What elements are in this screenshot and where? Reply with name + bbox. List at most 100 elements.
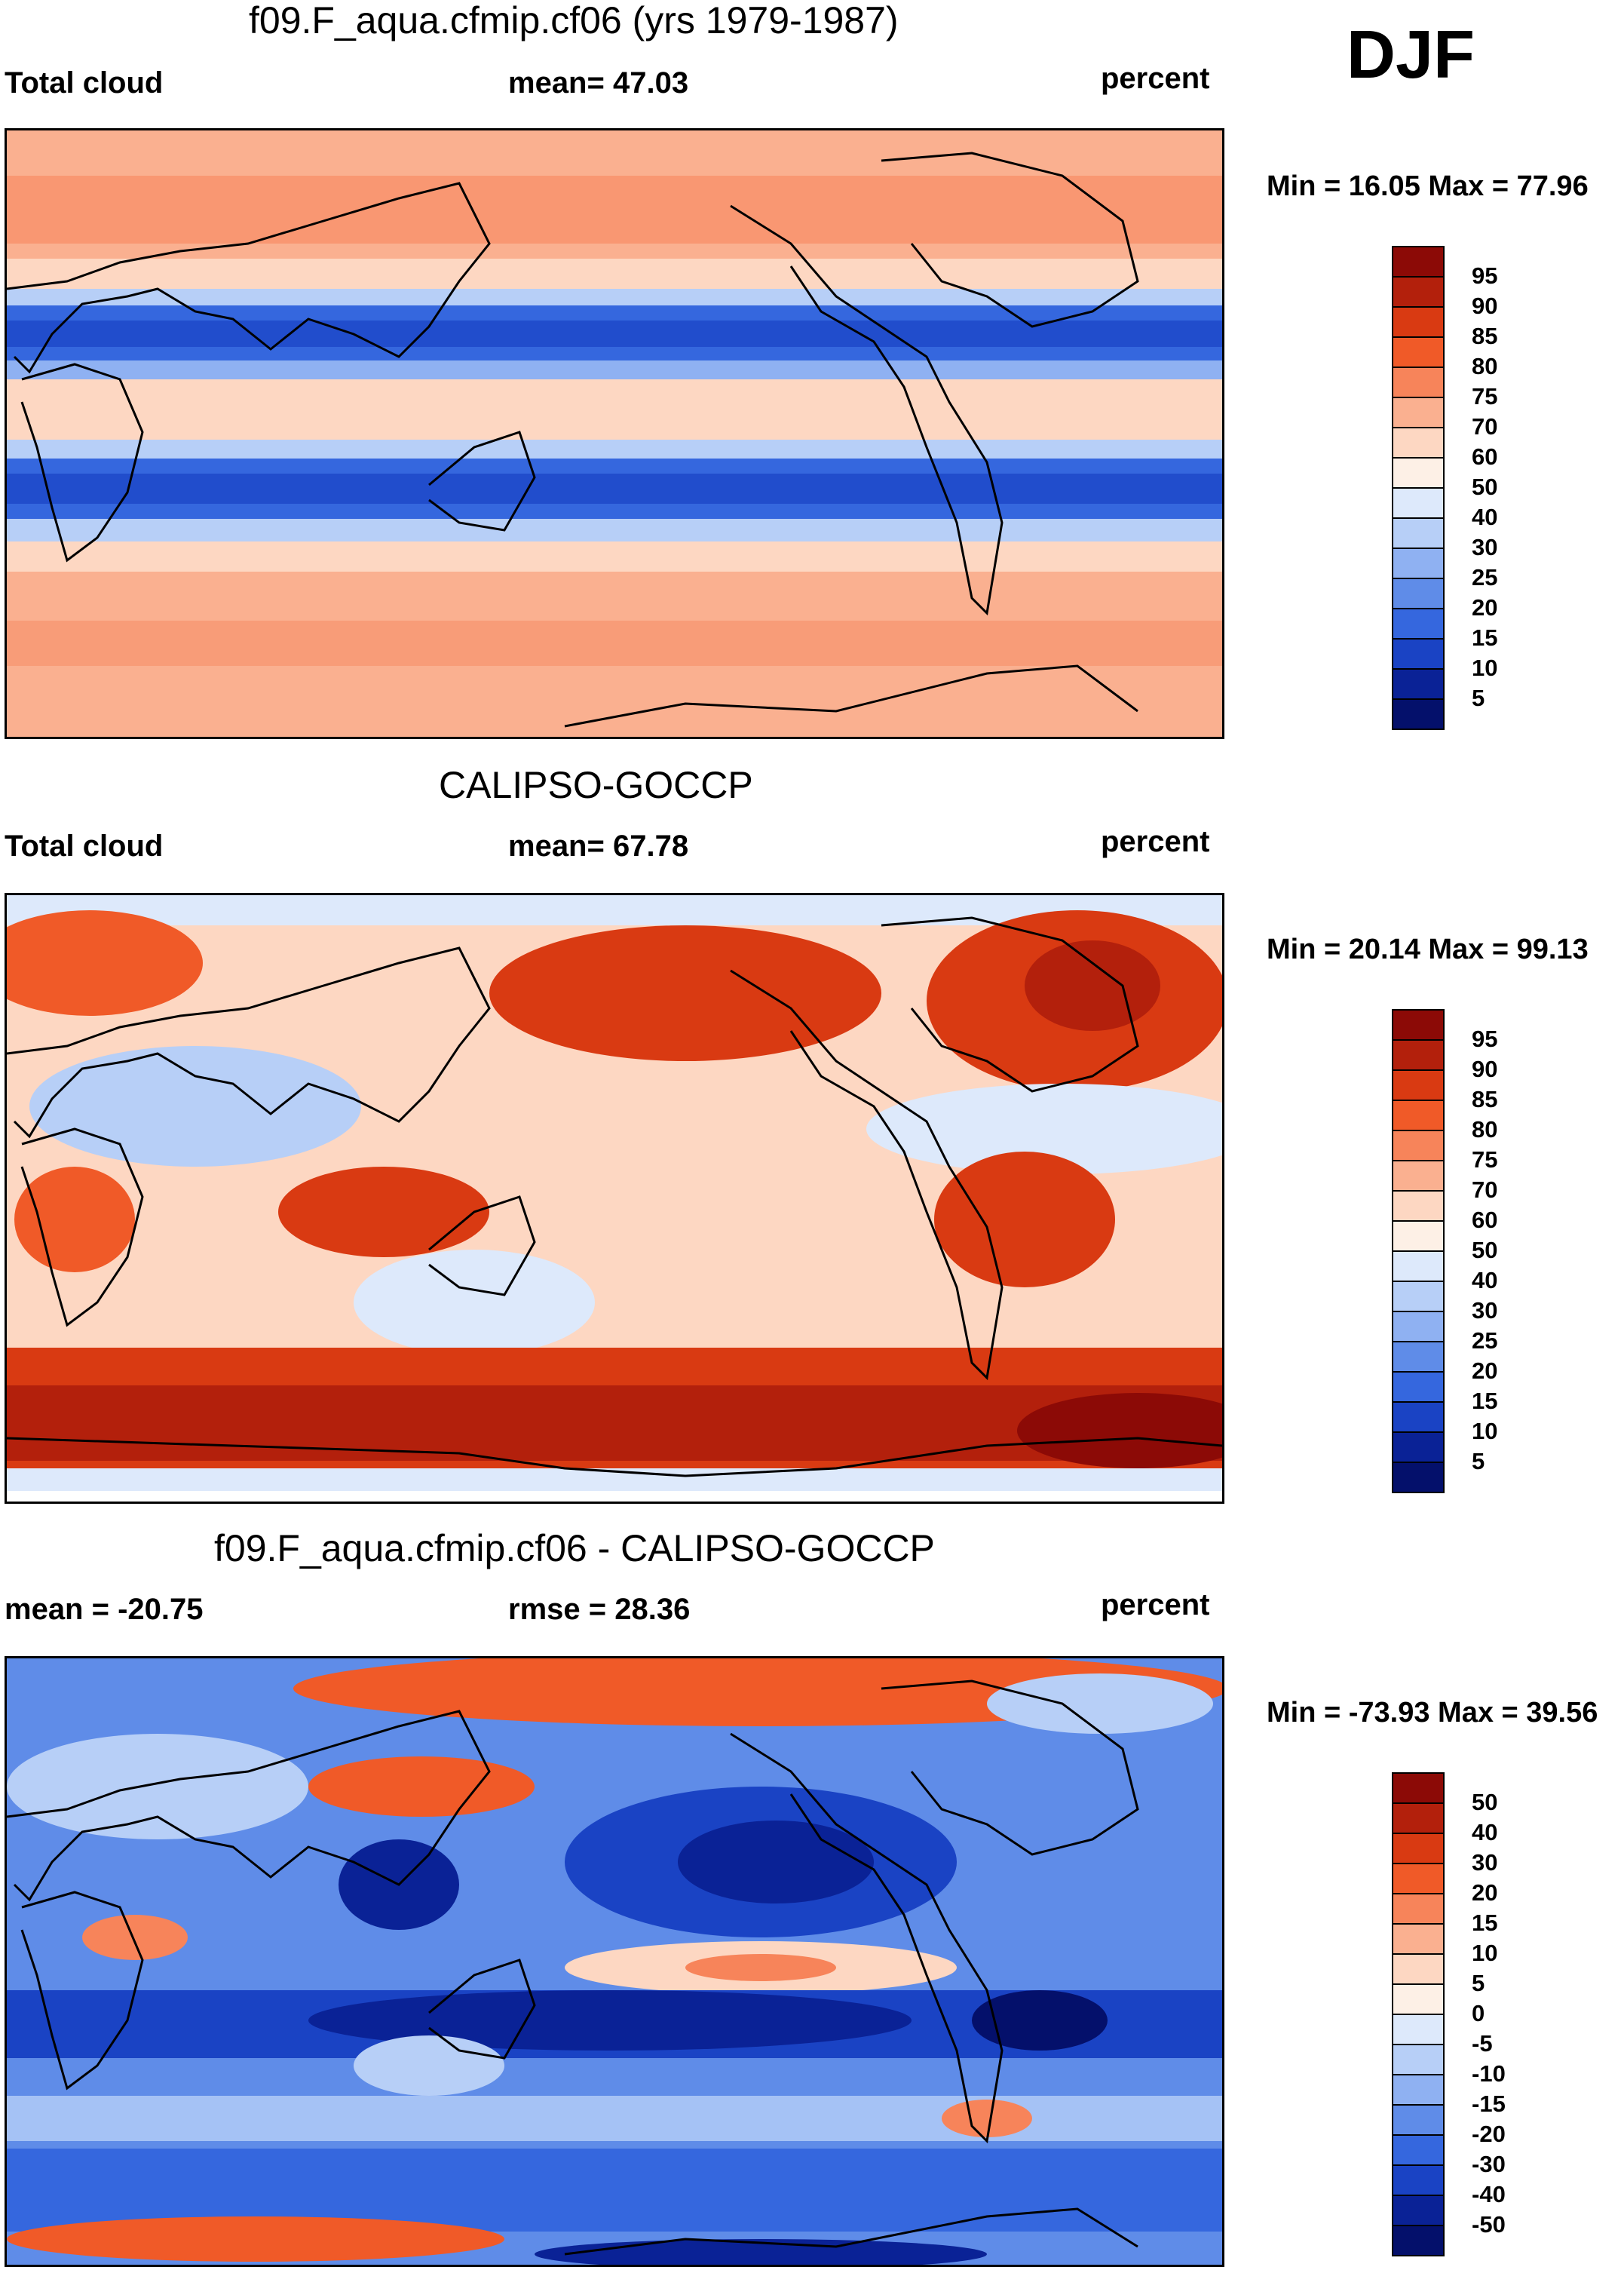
colorbar-tick-label: -40 bbox=[1472, 2181, 1506, 2207]
colorbar-tick-label: 40 bbox=[1472, 1819, 1498, 1845]
colorbar-tick-label: 25 bbox=[1472, 564, 1498, 591]
colorbar-swatch bbox=[1392, 1772, 1445, 1804]
colorbar-swatch bbox=[1392, 1311, 1445, 1342]
colorbar-swatch bbox=[1392, 1893, 1445, 1925]
panel-1-map bbox=[5, 128, 1224, 739]
colorbar-tick-label: -15 bbox=[1472, 2091, 1506, 2117]
panel-3-center-label: rmse = 28.36 bbox=[508, 1593, 691, 1626]
panel-3-map bbox=[5, 1656, 1224, 2267]
colorbar-swatch bbox=[1392, 1401, 1445, 1433]
colorbar-swatch bbox=[1392, 306, 1445, 338]
colorbar-tick-label: 10 bbox=[1472, 1418, 1498, 1444]
colorbar-swatch bbox=[1392, 1281, 1445, 1312]
colorbar-tick-label: 15 bbox=[1472, 1388, 1498, 1414]
panel-1-minmax: Min = 16.05 Max = 77.96 bbox=[1267, 170, 1589, 202]
colorbar-swatch bbox=[1392, 638, 1445, 670]
panel-3-title: f09.F_aqua.cfmip.cf06 - CALIPSO-GOCCP bbox=[214, 1527, 935, 1569]
colorbar-tick-label: -30 bbox=[1472, 2151, 1506, 2177]
colorbar-tick-label: -5 bbox=[1472, 2030, 1493, 2057]
colorbar-swatch bbox=[1392, 1462, 1445, 1493]
colorbar-swatch bbox=[1392, 578, 1445, 609]
colorbar-swatch bbox=[1392, 2195, 1445, 2226]
colorbar-swatch bbox=[1392, 487, 1445, 519]
panel-1-center-label: mean= 47.03 bbox=[508, 66, 689, 100]
colorbar-swatch bbox=[1392, 2164, 1445, 2196]
colorbar-tick-label: 20 bbox=[1472, 1357, 1498, 1384]
colorbar-swatch bbox=[1392, 1130, 1445, 1161]
panel-2-map bbox=[5, 893, 1224, 1504]
colorbar-tick-label: 10 bbox=[1472, 655, 1498, 681]
colorbar-tick-label: 85 bbox=[1472, 1086, 1498, 1112]
panel-3-left-label: mean = -20.75 bbox=[5, 1593, 204, 1626]
colorbar-tick-label: 50 bbox=[1472, 1789, 1498, 1815]
panel-2-minmax: Min = 20.14 Max = 99.13 bbox=[1267, 934, 1589, 965]
colorbar-swatch bbox=[1392, 336, 1445, 368]
colorbar-swatch bbox=[1392, 1983, 1445, 2015]
colorbar-tick-label: 80 bbox=[1472, 353, 1498, 379]
panel-2-left-label: Total cloud bbox=[5, 830, 164, 863]
colorbar-tick-label: 50 bbox=[1472, 1237, 1498, 1263]
colorbar-swatch bbox=[1392, 2044, 1445, 2075]
colorbar-swatch bbox=[1392, 1802, 1445, 1834]
colorbar-tick-label: 0 bbox=[1472, 2000, 1485, 2026]
colorbar-swatch bbox=[1392, 1190, 1445, 1222]
colorbar-swatch bbox=[1392, 1431, 1445, 1463]
colorbar-tick-label: 10 bbox=[1472, 1940, 1498, 1966]
season-label: DJF bbox=[1347, 17, 1475, 93]
colorbar-swatch bbox=[1392, 608, 1445, 640]
panel-1-left-label: Total cloud bbox=[5, 66, 164, 100]
colorbar-tick-label: 75 bbox=[1472, 1146, 1498, 1173]
colorbar-tick-label: 40 bbox=[1472, 1267, 1498, 1293]
colorbar-swatch bbox=[1392, 548, 1445, 579]
colorbar-swatch bbox=[1392, 517, 1445, 549]
colorbar-swatch bbox=[1392, 2074, 1445, 2106]
colorbar-swatch bbox=[1392, 2225, 1445, 2256]
colorbar-tick-label: 90 bbox=[1472, 293, 1498, 319]
colorbar-swatch bbox=[1392, 397, 1445, 428]
panel-3-right-label: percent bbox=[1101, 1588, 1210, 1621]
colorbar-tick-label: 95 bbox=[1472, 262, 1498, 289]
colorbar-tick-label: 70 bbox=[1472, 413, 1498, 440]
colorbar-tick-label: 50 bbox=[1472, 474, 1498, 500]
colorbar-tick-label: 5 bbox=[1472, 1970, 1485, 1996]
colorbar-swatch bbox=[1392, 1833, 1445, 1864]
colorbar-swatch bbox=[1392, 1863, 1445, 1894]
colorbar-swatch bbox=[1392, 457, 1445, 489]
colorbar-tick-label: 20 bbox=[1472, 1879, 1498, 1906]
panel-2-center-label: mean= 67.78 bbox=[508, 830, 689, 863]
colorbar-tick-label: 60 bbox=[1472, 443, 1498, 470]
colorbar-swatch bbox=[1392, 1100, 1445, 1131]
colorbar-tick-label: -20 bbox=[1472, 2121, 1506, 2147]
colorbar-tick-label: 90 bbox=[1472, 1056, 1498, 1082]
colorbar-tick-label: 20 bbox=[1472, 594, 1498, 621]
panel-1-title: f09.F_aqua.cfmip.cf06 (yrs 1979-1987) bbox=[249, 0, 899, 41]
colorbar-tick-label: 85 bbox=[1472, 323, 1498, 349]
colorbar-tick-label: 60 bbox=[1472, 1207, 1498, 1233]
colorbar-swatch bbox=[1392, 1160, 1445, 1192]
colorbar-tick-label: -10 bbox=[1472, 2060, 1506, 2087]
colorbar-swatch bbox=[1392, 1341, 1445, 1373]
colorbar-tick-label: 80 bbox=[1472, 1116, 1498, 1143]
colorbar-swatch bbox=[1392, 1069, 1445, 1101]
colorbar-tick-label: 5 bbox=[1472, 1448, 1485, 1474]
colorbar-tick-label: 40 bbox=[1472, 504, 1498, 530]
colorbar-tick-label: 30 bbox=[1472, 1849, 1498, 1876]
colorbar-swatch bbox=[1392, 276, 1445, 308]
panel-1-right-label: percent bbox=[1101, 62, 1210, 95]
colorbar-swatch bbox=[1392, 367, 1445, 398]
colorbar-tick-label: 75 bbox=[1472, 383, 1498, 410]
colorbar-tick-label: -50 bbox=[1472, 2211, 1506, 2238]
colorbar-swatch bbox=[1392, 2014, 1445, 2045]
colorbar-swatch bbox=[1392, 2134, 1445, 2166]
colorbar-swatch bbox=[1392, 1009, 1445, 1041]
colorbar-tick-label: 15 bbox=[1472, 1910, 1498, 1936]
colorbar-tick-label: 95 bbox=[1472, 1026, 1498, 1052]
colorbar-swatch bbox=[1392, 1923, 1445, 1955]
colorbar-tick-label: 5 bbox=[1472, 685, 1485, 711]
colorbar-tick-label: 30 bbox=[1472, 534, 1498, 560]
colorbar-swatch bbox=[1392, 2104, 1445, 2136]
colorbar-swatch bbox=[1392, 1039, 1445, 1071]
colorbar-swatch bbox=[1392, 1220, 1445, 1252]
panel-2-right-label: percent bbox=[1101, 825, 1210, 858]
colorbar-swatch bbox=[1392, 246, 1445, 278]
